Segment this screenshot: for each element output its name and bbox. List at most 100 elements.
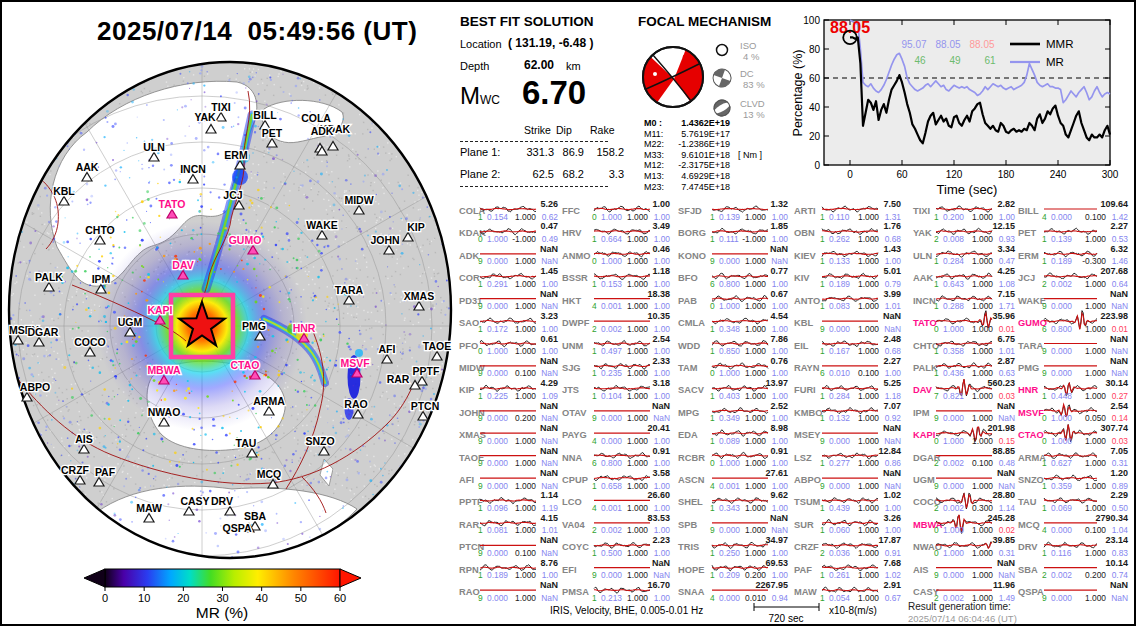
quality-flag: 9: [478, 436, 483, 446]
quality-flag: 7: [934, 391, 939, 401]
amp-value: 7.07: [883, 401, 901, 411]
amp-value: 1.00: [652, 199, 670, 209]
ratio-value: 1.71: [999, 301, 1016, 311]
station-name: KIEV: [794, 251, 816, 261]
trace-cell-TAU: TAU2.2910.0691.0000.50: [1018, 490, 1128, 512]
weight-value: 1.000: [627, 301, 648, 311]
map-station-label: CASY: [180, 495, 209, 507]
map-station-label: TAU: [236, 437, 257, 449]
amp-value: 201.98: [987, 423, 1015, 433]
tensor-row: M11:5.7619E+17: [644, 129, 762, 140]
ratio-value: 0.03: [1112, 436, 1129, 446]
inplot-value: 88.05: [935, 39, 960, 50]
trace-cell-AAK: AAK4.2510.6431.0001.08: [913, 266, 1015, 289]
corr-value: 0.627: [1051, 458, 1072, 468]
trace-cell-CRZF: CRZF17.8720.0361.0000.91: [794, 535, 901, 558]
ratio-value: 0.89: [1112, 481, 1129, 491]
corr-value: 1.000: [601, 212, 622, 222]
station-name: MAW: [794, 587, 817, 597]
weight-value: 1.000: [972, 324, 993, 334]
amp-value: 0.47: [540, 221, 558, 231]
amp-value: 2.48: [883, 334, 901, 344]
corr-value: 1.000: [943, 548, 964, 558]
ratio-value: 0.48: [999, 458, 1016, 468]
ratio-value: NaN: [541, 593, 558, 603]
globe-map: TIXIYAKULNAAKKBLINCNTATOCHTODAVPALKIPMBI…: [2, 57, 457, 572]
quality-flag: 9: [820, 436, 825, 446]
weight-value: 1.000: [745, 212, 766, 222]
trace-cell-SFJD: SFJD1.3210.1391.0001.00: [678, 199, 788, 222]
tensor-row: M12:-2.3175E+18: [644, 160, 762, 171]
station-name: INCN: [913, 296, 936, 306]
map-station-label: ADK: [311, 125, 334, 137]
trace-cell-MSEY: MSEYNaN90.0001.000NaN: [794, 423, 901, 446]
map-station-label: TATO: [159, 198, 186, 210]
station-name: DWPF: [562, 318, 590, 328]
corr-value: 0.167: [829, 346, 850, 356]
trace-cell-CMLA: CMLA4.5410.3481.0001.00: [678, 311, 788, 334]
ratio-value: 1.14: [999, 503, 1016, 513]
trace-cell-KIV: KIV5.0110.1891.0000.79: [794, 266, 901, 289]
weight-value: 1.000: [745, 279, 766, 289]
trace-cell-VA04: VA0483.5320.0021.0001.00: [562, 513, 670, 536]
amp-value: NaN: [997, 401, 1015, 411]
map-station-label: KBL: [53, 185, 75, 197]
corr-value: 0.000: [1051, 212, 1072, 222]
quality-flag: 1: [478, 279, 483, 289]
quality-flag: 1: [820, 413, 825, 423]
svg-text:180: 180: [998, 169, 1015, 180]
trace-cell-HKT: HKT18.3840.0011.0001.00: [562, 289, 670, 312]
weight-value: 1.000: [627, 503, 648, 513]
corr-value: 1.000: [719, 458, 740, 468]
weight-value: 1.000: [515, 525, 536, 535]
corr-value: 0.348: [719, 324, 740, 334]
map-station-label: MCQ: [257, 468, 282, 480]
corr-value: 0.000: [829, 436, 850, 446]
map-station-label: PET: [262, 127, 283, 139]
trace-cell-TRIS: TRIS34.9710.2501.0001.00: [678, 535, 788, 558]
amp-value: 30.14: [1105, 378, 1128, 388]
time-scale-label: 720 sec: [768, 613, 803, 624]
quality-flag: 0: [934, 324, 939, 334]
weight-value: 1.000: [1085, 548, 1106, 558]
corr-value: 0.000: [829, 481, 850, 491]
trace-cell-CHTO: CHTO6.7510.3581.0001.01: [913, 334, 1015, 357]
weight-value: 1.000: [858, 391, 879, 401]
station-name: EIL: [794, 341, 809, 351]
corr-value: 0.262: [829, 234, 850, 244]
quality-flag: 1: [478, 570, 483, 580]
ratio-value: 0.31: [1112, 458, 1129, 468]
weight-value: 1.000: [858, 301, 879, 311]
quality-flag: 1: [1042, 458, 1047, 468]
amp-value: 3.99: [883, 289, 901, 299]
corr-value: 0.089: [719, 436, 740, 446]
amp-value: NaN: [540, 289, 558, 299]
weight-value: 1.000: [627, 279, 648, 289]
map-station-label: KIP: [407, 221, 425, 233]
ratio-value: NaN: [884, 324, 901, 334]
plane-dip: 86.9: [556, 146, 584, 158]
ratio-value: NaN: [541, 413, 558, 423]
weight-value: 0.200: [745, 570, 766, 580]
trace-cell-ANMO: ANMO0.4601.0001.0001.00: [562, 244, 670, 267]
ratio-value: NaN: [998, 413, 1015, 423]
weight-value: 1.000: [972, 525, 993, 535]
ratio-value: 0.83: [1112, 548, 1129, 558]
trace-cell-ERM: ERM6.3210.189-0.3001.46: [1018, 244, 1128, 267]
trace-cell-PFO: PFO0.6101.0001.0001.00: [459, 334, 558, 357]
quality-flag: 1: [592, 593, 597, 603]
weight-value: 1.000: [745, 503, 766, 513]
ratio-value: 1.00: [654, 548, 671, 558]
map-station-label: SNZO: [305, 435, 334, 447]
legend-mmr: MMR: [1046, 38, 1073, 50]
weight-value: 1.000: [515, 593, 536, 603]
trace-cell-COYC: COYC2.2310.5001.0001.00: [562, 535, 670, 558]
corr-value: 0.800: [601, 458, 622, 468]
amp-value: NaN: [997, 558, 1015, 568]
ratio-value: 1.00: [772, 346, 789, 356]
corr-value: 1.000: [719, 301, 740, 311]
tensor-row: M33:9.6101E+18[ Nm ]: [644, 150, 762, 161]
corr-value: 0.104: [601, 391, 622, 401]
weight-value: 1.000: [515, 256, 536, 266]
ratio-value: 1.00: [772, 391, 789, 401]
